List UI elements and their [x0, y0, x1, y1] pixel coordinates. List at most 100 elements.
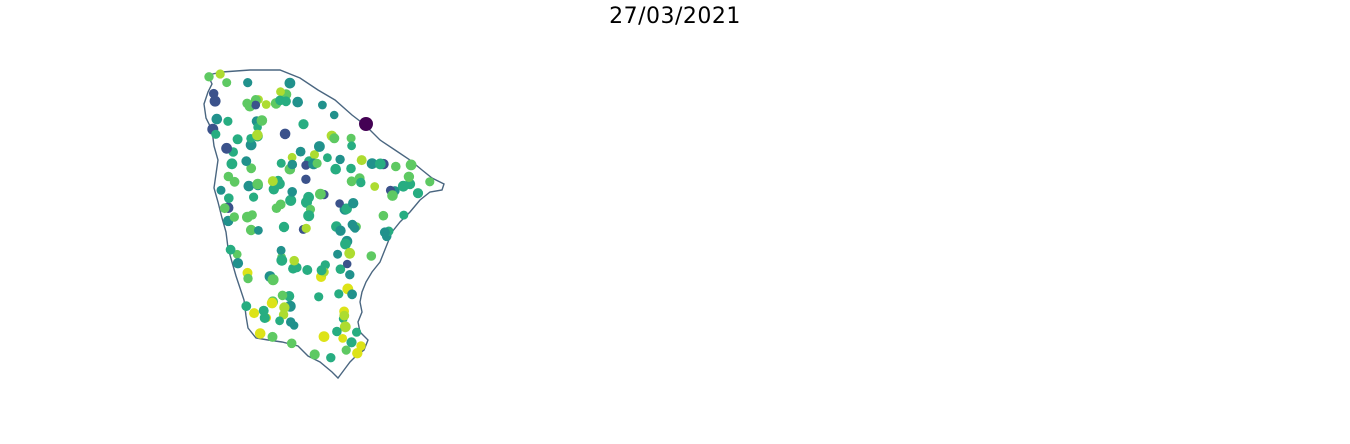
municipality-dot	[216, 185, 226, 195]
municipality-dot	[226, 158, 238, 170]
municipality-dot	[281, 96, 291, 107]
municipality-dot	[276, 87, 285, 97]
municipality-dot	[211, 129, 221, 139]
municipality-dot	[243, 180, 255, 192]
municipality-dot	[267, 274, 279, 286]
municipality-dot	[295, 146, 306, 157]
municipality-dot	[318, 100, 327, 110]
municipality-dot	[222, 78, 232, 88]
municipality-dot	[366, 251, 377, 261]
municipality-dot	[339, 310, 350, 321]
municipality-dot	[342, 259, 352, 269]
municipality-dot	[232, 134, 243, 145]
municipality-dot	[219, 203, 230, 214]
municipality-dot	[258, 305, 269, 316]
municipality-dot	[346, 133, 356, 143]
municipality-dot	[370, 182, 380, 191]
municipality-dot	[391, 161, 401, 172]
municipality-dot	[243, 273, 253, 284]
municipality-dot	[246, 163, 257, 174]
municipality-dot	[267, 331, 278, 342]
municipality-dot	[303, 210, 315, 222]
municipality-dot	[302, 265, 313, 275]
municipality-dot	[292, 96, 304, 108]
municipality-dot	[225, 244, 236, 255]
municipality-dot	[346, 337, 357, 348]
municipality-dot	[232, 258, 244, 269]
municipality-dot	[223, 171, 234, 182]
municipality-dot	[209, 95, 221, 107]
municipality-dot	[346, 176, 357, 187]
municipality-dot	[241, 301, 252, 312]
municipality-dot	[252, 129, 263, 141]
municipality-dot	[279, 128, 291, 140]
map-panel-classes	[910, 0, 1230, 444]
municipality-dot	[318, 331, 330, 342]
municipality-dot	[254, 328, 266, 339]
municipality-dot	[287, 187, 298, 197]
municipality-dot	[277, 290, 288, 301]
municipality-dot	[204, 72, 214, 82]
municipality-dot	[279, 302, 290, 313]
municipality-dot	[329, 133, 340, 144]
municipality-dot	[315, 188, 326, 200]
municipality-dot	[335, 264, 346, 275]
municipality-dot	[243, 78, 253, 88]
municipality-dot	[251, 100, 261, 110]
municipality-dot	[316, 265, 327, 276]
municipality-dot	[347, 141, 356, 151]
municipality-dot	[366, 158, 378, 170]
municipality-dot	[275, 316, 284, 326]
municipality-dot	[232, 249, 242, 259]
municipality-dot	[287, 159, 298, 170]
points-map	[203, 69, 445, 380]
municipality-dot	[332, 326, 342, 337]
municipality-dot	[276, 254, 288, 266]
municipality-dot	[242, 211, 253, 223]
municipality-dot	[254, 226, 263, 235]
municipality-dot	[287, 152, 297, 162]
municipality-dot	[334, 289, 344, 299]
municipality-dot	[249, 308, 260, 319]
municipality-dot	[211, 113, 223, 125]
municipality-dot	[347, 219, 358, 230]
municipality-dot	[352, 327, 362, 337]
municipality-dot	[221, 142, 233, 154]
municipality-dot	[352, 348, 363, 359]
municipality-dot	[356, 155, 367, 166]
municipality-dot	[275, 199, 286, 210]
municipality-dot	[335, 225, 346, 236]
municipality-dot	[340, 238, 351, 250]
municipality-dot	[314, 292, 324, 302]
municipality-dot	[252, 178, 263, 190]
figure-title: 27/03/2021	[609, 4, 741, 29]
municipality-dot	[266, 297, 278, 309]
municipality-dot	[312, 158, 322, 168]
municipality-dot	[399, 210, 409, 220]
municipality-dot	[298, 119, 309, 130]
state-outline	[203, 69, 445, 380]
municipality-dot	[245, 139, 257, 151]
municipality-dot	[285, 194, 297, 206]
municipality-dot	[314, 141, 325, 152]
municipality-dot	[242, 98, 252, 109]
municipality-dot	[245, 224, 257, 236]
municipality-dot	[335, 154, 345, 165]
municipality-dot	[276, 245, 286, 255]
municipality-dot	[309, 349, 320, 360]
municipality-dot	[310, 150, 319, 160]
municipality-dot	[284, 77, 296, 89]
municipality-dot	[338, 334, 348, 343]
municipality-dot	[229, 212, 239, 222]
municipality-dot	[330, 163, 342, 175]
municipality-dot	[215, 69, 225, 79]
map-panel-choropleth	[540, 0, 860, 444]
municipality-dot	[341, 345, 351, 355]
municipality-dot	[224, 193, 234, 203]
classes-map	[910, 0, 1230, 444]
municipality-dot	[425, 177, 435, 187]
municipality-dot	[333, 249, 343, 259]
municipality-dot	[326, 353, 336, 363]
municipality-dot	[286, 338, 297, 349]
municipality-dot	[374, 158, 386, 170]
